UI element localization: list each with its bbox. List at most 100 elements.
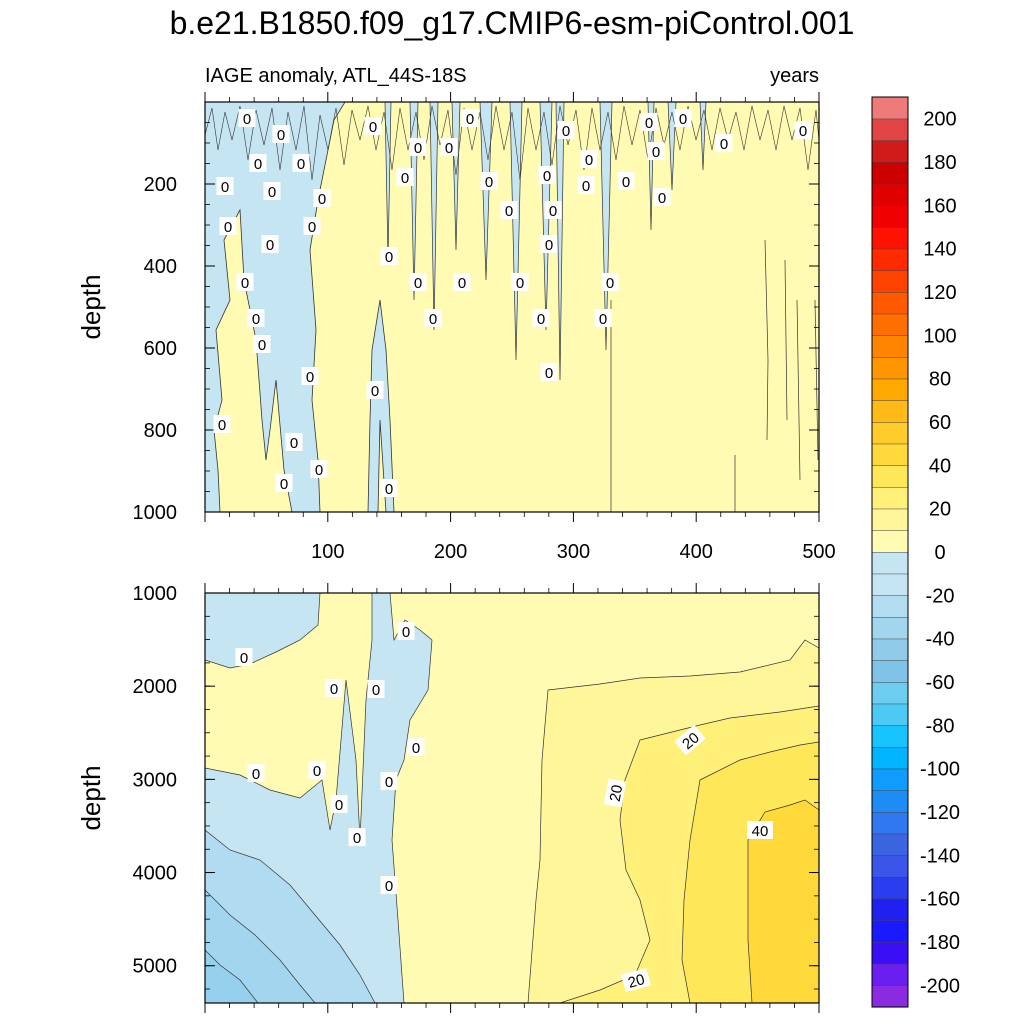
contour-label-text: 0: [562, 123, 570, 140]
chart-subtitle-right: years: [770, 65, 819, 87]
contour-label: 0: [409, 273, 427, 292]
contour-label-box: [247, 764, 265, 782]
colorbar-swatch: [871, 140, 909, 163]
contour-label-text: 0: [313, 763, 321, 780]
contour-label-box: [285, 433, 303, 451]
contour-label: 0: [544, 201, 562, 220]
contour-label: 0: [330, 795, 348, 814]
contour-label: 20: [674, 724, 706, 756]
contour-label-box: [674, 724, 706, 756]
contour-label-text: 0: [353, 830, 361, 847]
colorbar-swatch: [871, 205, 909, 228]
colorbar-swatch: [871, 876, 909, 900]
contour-label-text: 0: [458, 275, 466, 292]
contour-label-text: 0: [585, 152, 593, 169]
colorbar-swatch: [871, 573, 909, 596]
contour-label-box: [235, 648, 253, 666]
contour-label-text: 0: [240, 650, 248, 667]
contour-label-box: [249, 154, 267, 172]
contour-label: 0: [249, 154, 267, 173]
contour-label-box: [480, 172, 498, 190]
contour-label-text: 0: [290, 435, 298, 452]
colorbar-swatch: [871, 465, 909, 488]
colorbar-label: 0: [934, 542, 945, 564]
colorbar-swatch: [871, 855, 909, 878]
contour-label: 20: [603, 778, 626, 808]
contour-label: 0: [540, 235, 558, 254]
contour-label-box: [538, 166, 556, 184]
contour-label-text: 0: [401, 170, 409, 187]
colorbar-swatch: [871, 941, 909, 965]
colorbar-swatch: [871, 703, 909, 726]
colorbar-swatch: [871, 898, 909, 921]
contour-label: 0: [263, 182, 281, 201]
contour-label-text: 0: [385, 249, 393, 266]
contour-label-text: 0: [335, 797, 343, 814]
colorbar-label: -40: [926, 629, 955, 651]
contour-label-box: [213, 415, 231, 433]
colorbar-swatch: [871, 616, 909, 640]
contour-label-text: 40: [752, 823, 769, 840]
contour-label-text: 0: [414, 140, 422, 157]
contour-label-text: 0: [606, 275, 614, 292]
x-tick-labels: 100 200 300 400 500: [311, 541, 836, 563]
contour-label: 0: [647, 142, 665, 161]
contour-label-box: [380, 772, 398, 790]
contour-label-text: 0: [277, 127, 285, 144]
contour-label-text: 0: [537, 311, 545, 328]
contour-label-box: [461, 109, 479, 127]
contour-label: 20: [621, 967, 651, 993]
contour-label-text: 0: [545, 237, 553, 254]
colorbar-label: 160: [923, 195, 956, 217]
contour-label: 0: [348, 828, 366, 847]
y-tick-label: 5000: [133, 956, 178, 978]
colorbar-swatch: [871, 486, 909, 510]
colorbar-label: -140: [920, 845, 960, 867]
colorbar-swatch: [871, 508, 909, 531]
colorbar-label: -200: [920, 975, 960, 997]
y-tick-label: 400: [144, 256, 177, 278]
contour-label: 0: [580, 150, 598, 169]
contour-label-text: 0: [266, 237, 274, 254]
contour-label: 0: [364, 117, 382, 136]
contour-label-text: 0: [543, 168, 551, 185]
contour-label-box: [453, 273, 471, 291]
colorbar-swatch: [871, 725, 909, 748]
contour-label: 0: [367, 680, 385, 699]
lower-ticks: [204, 583, 820, 1013]
colorbar-label: -20: [926, 585, 955, 607]
contour-label-text: 0: [268, 184, 276, 201]
contour-label-box: [511, 273, 529, 291]
colorbar-swatch: [871, 985, 909, 1008]
colorbar-swatch: [871, 811, 909, 835]
contour-label-box: [367, 680, 385, 698]
lower-negative-region-4: [205, 949, 259, 1003]
contour-label-text: 0: [412, 740, 420, 757]
colorbar-swatch: [871, 746, 909, 770]
contour-label: 0: [253, 335, 271, 354]
contour-label-text: 0: [308, 219, 316, 236]
contour-label-text: 0: [429, 311, 437, 328]
y-tick-label: 1000: [133, 583, 178, 605]
y-tick-label: 2000: [133, 676, 178, 698]
lower-panel-field: [205, 593, 819, 1003]
contour-label-text: 0: [679, 111, 687, 128]
colorbar-swatch: [871, 96, 909, 120]
contour-label: 0: [500, 201, 518, 220]
contour-label: 0: [366, 381, 384, 400]
contour-label: 0: [409, 138, 427, 157]
contour-label-box: [747, 821, 773, 839]
colorbar-swatch: [871, 963, 909, 986]
contour-label: 0: [380, 247, 398, 266]
contour-label-text: 0: [622, 174, 630, 191]
contour-label: 0: [396, 168, 414, 187]
contour-label: 0: [301, 367, 319, 386]
chart-subtitle-left: IAGE anomaly, ATL_44S-18S: [205, 65, 467, 87]
x-tick-label: 200: [434, 541, 467, 563]
colorbar-label: 120: [923, 282, 956, 304]
y-tick-label: 600: [144, 338, 177, 360]
